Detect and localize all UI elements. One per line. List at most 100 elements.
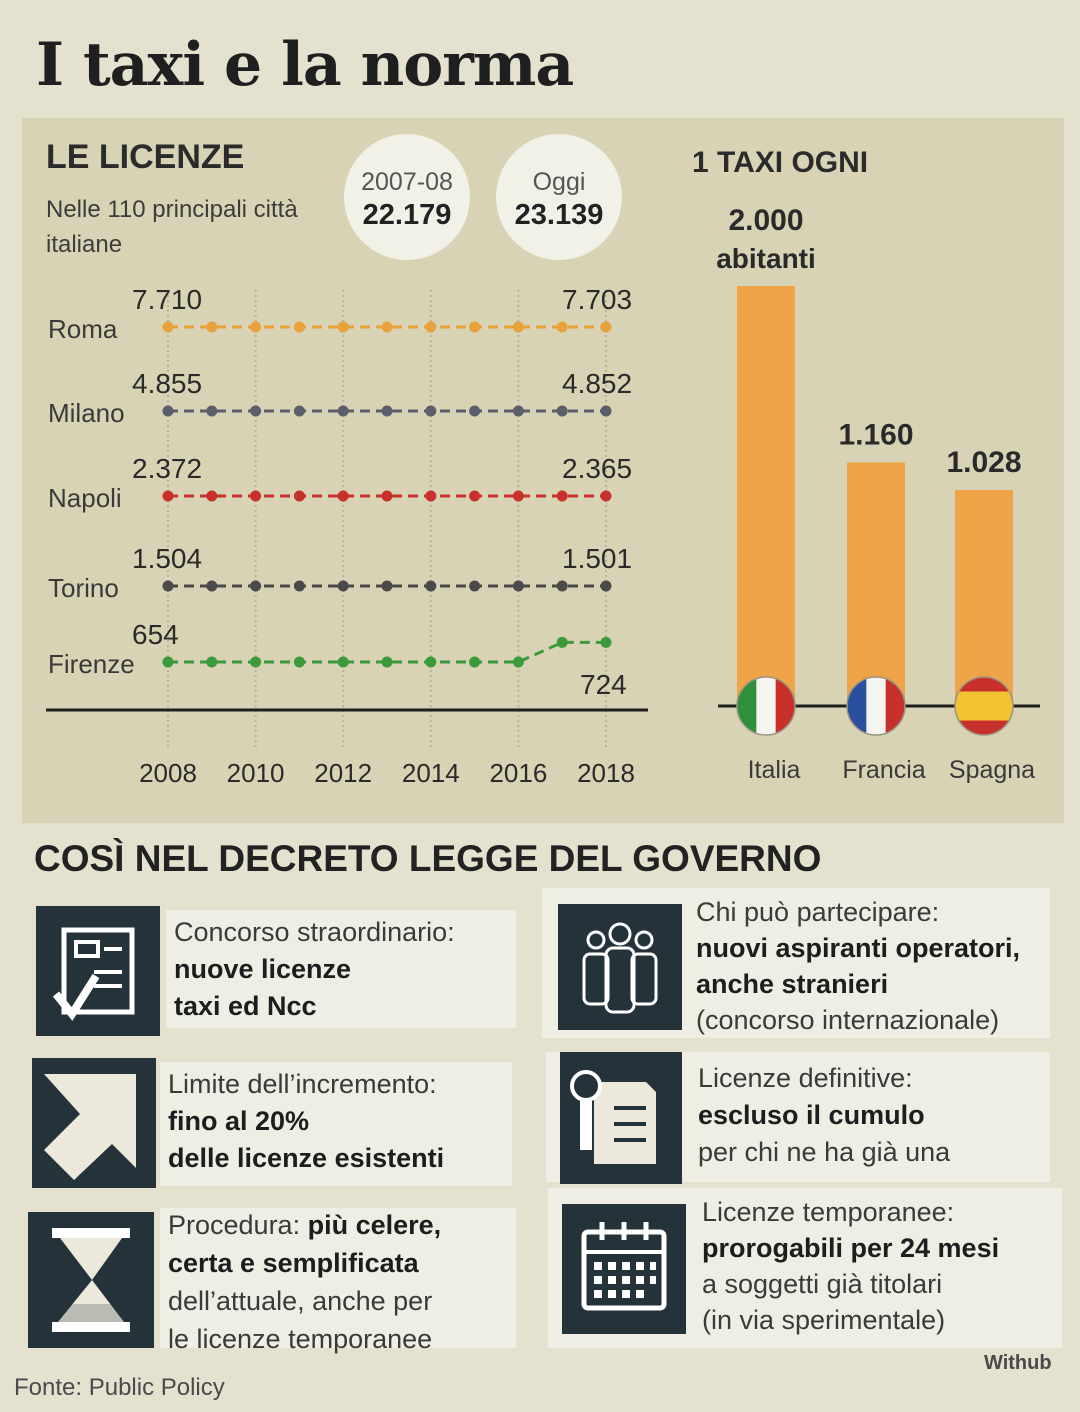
card-concorso — [166, 910, 516, 1028]
data-point-roma-2018 — [600, 321, 612, 333]
data-point-milano-2013 — [381, 405, 393, 417]
start-value-milano: 4.855 — [132, 368, 202, 399]
data-point-torino-2009 — [206, 580, 218, 592]
data-point-napoli-2017 — [556, 490, 568, 502]
card-limite-bold2: delle licenze esistenti — [168, 1143, 445, 1173]
x-tick-2014: 2014 — [402, 758, 460, 788]
series-label-milano: Milano — [48, 398, 125, 428]
end-value-napoli: 2.365 — [562, 453, 632, 484]
data-point-torino-2010 — [250, 580, 262, 592]
series-label-napoli: Napoli — [48, 483, 122, 513]
data-point-napoli-2012 — [337, 490, 349, 502]
flag-italia-icon — [737, 677, 795, 735]
page-title: I taxi e la norma — [36, 30, 574, 100]
source-note: Fonte: Public Policy — [14, 1374, 225, 1401]
data-point-roma-2015 — [469, 321, 481, 333]
card-partecipare-bold2: anche stranieri — [696, 969, 889, 999]
data-point-milano-2014 — [425, 405, 437, 417]
bar-unit-label: abitanti — [716, 243, 816, 274]
data-point-torino-2018 — [600, 580, 612, 592]
bubble-2007-value: 22.179 — [362, 199, 452, 231]
data-point-roma-2011 — [293, 321, 305, 333]
card-procedura-line1: Procedura: — [168, 1210, 308, 1240]
start-value-torino: 1.504 — [132, 543, 202, 574]
card-limite-text: Limite dell’incremento: fino al 20% dell… — [168, 1066, 444, 1177]
people-icon — [582, 922, 658, 1014]
card-temporanee-bold1: prorogabili per 24 mesi — [702, 1233, 1000, 1263]
data-point-milano-2011 — [293, 405, 305, 417]
data-point-roma-2008 — [162, 321, 174, 333]
bubble-2007-label: 2007-08 — [361, 168, 453, 196]
document-check-icon — [52, 927, 135, 1021]
arrow-up-right-icon — [44, 1074, 136, 1180]
card-procedura-text: Procedura: più celere, certa e semplific… — [168, 1206, 441, 1358]
card-limite — [160, 1062, 512, 1186]
card-limite-iconbox — [32, 1058, 156, 1188]
bar-category-spagna: Spagna — [949, 756, 1035, 784]
card-partecipare-line1: Chi può partecipare: — [696, 897, 940, 927]
bar-category-italia: Italia — [748, 756, 801, 784]
data-point-milano-2010 — [250, 405, 262, 417]
card-procedura-iconbox — [28, 1212, 154, 1348]
data-point-napoli-2018 — [600, 490, 612, 502]
end-value-milano: 4.852 — [562, 368, 632, 399]
calendar-icon — [581, 1222, 667, 1311]
card-temporanee-line3: (in via sperimentale) — [702, 1305, 946, 1335]
bubble-2007: 2007-08 22.179 — [344, 134, 470, 260]
data-point-napoli-2016 — [512, 490, 524, 502]
data-point-napoli-2011 — [293, 490, 305, 502]
data-point-roma-2010 — [250, 321, 262, 333]
hourglass-icon — [52, 1228, 130, 1332]
data-point-napoli-2008 — [162, 490, 174, 502]
x-tick-2016: 2016 — [489, 758, 547, 788]
card-procedura-bold1: più celere, — [307, 1210, 442, 1240]
bubble-oggi-label: Oggi — [532, 168, 586, 196]
data-point-napoli-2015 — [469, 490, 481, 502]
data-point-milano-2016 — [512, 405, 524, 417]
data-point-torino-2017 — [556, 580, 568, 592]
card-procedura — [160, 1208, 516, 1348]
data-point-firenze-2011 — [293, 656, 305, 668]
card-definitive-iconbox — [560, 1052, 682, 1184]
series-label-firenze: Firenze — [48, 649, 135, 679]
data-point-napoli-2010 — [250, 490, 262, 502]
bar-spagna — [955, 490, 1013, 706]
card-concorso-line1: Concorso straordinario: — [174, 917, 455, 947]
start-value-napoli: 2.372 — [132, 453, 202, 484]
card-concorso-text: Concorso straordinario: nuove licenze ta… — [174, 914, 455, 1025]
ratio-title: 1 TAXI OGNI — [692, 146, 869, 179]
data-point-torino-2013 — [381, 580, 393, 592]
x-tick-2008: 2008 — [139, 758, 197, 788]
data-point-torino-2014 — [425, 580, 437, 592]
x-tick-2018: 2018 — [577, 758, 635, 788]
data-point-firenze-2012 — [337, 656, 349, 668]
x-tick-2010: 2010 — [227, 758, 285, 788]
card-temporanee-iconbox — [562, 1204, 686, 1334]
end-value-firenze: 724 — [580, 669, 627, 700]
flag-francia-icon — [847, 677, 905, 735]
ratio-bar-chart: 2.000 Italia 1.160 Francia 1.028 Spagna abitan… — [716, 204, 1040, 784]
data-point-napoli-2014 — [425, 490, 437, 502]
card-partecipare-bold1: nuovi aspiranti operatori, — [696, 933, 1021, 963]
card-limite-line1: Limite dell’incremento: — [168, 1069, 437, 1099]
flag-ring-francia — [846, 676, 906, 736]
data-point-firenze-2013 — [381, 656, 393, 668]
licenze-subtitle: Nelle 110 principali città italiane — [46, 196, 298, 258]
data-point-milano-2012 — [337, 405, 349, 417]
data-point-roma-2014 — [425, 321, 437, 333]
data-point-firenze-2009 — [206, 656, 218, 668]
start-value-firenze: 654 — [132, 619, 179, 650]
data-point-torino-2015 — [469, 580, 481, 592]
data-point-roma-2009 — [206, 321, 218, 333]
flag-ring-italia — [736, 676, 796, 736]
data-point-firenze-2010 — [250, 656, 262, 668]
bar-value-francia: 1.160 — [838, 418, 913, 451]
data-point-firenze-2017 — [556, 636, 568, 648]
card-temporanee-line2: a soggetti già titolari — [702, 1269, 943, 1299]
end-value-torino: 1.501 — [562, 543, 632, 574]
data-point-napoli-2013 — [381, 490, 393, 502]
flag-ring-spagna — [954, 676, 1014, 736]
card-procedura-line2: dell’attuale, anche per — [168, 1286, 433, 1316]
card-procedura-bold2: certa e semplificata — [168, 1248, 419, 1278]
data-point-firenze-2014 — [425, 656, 437, 668]
